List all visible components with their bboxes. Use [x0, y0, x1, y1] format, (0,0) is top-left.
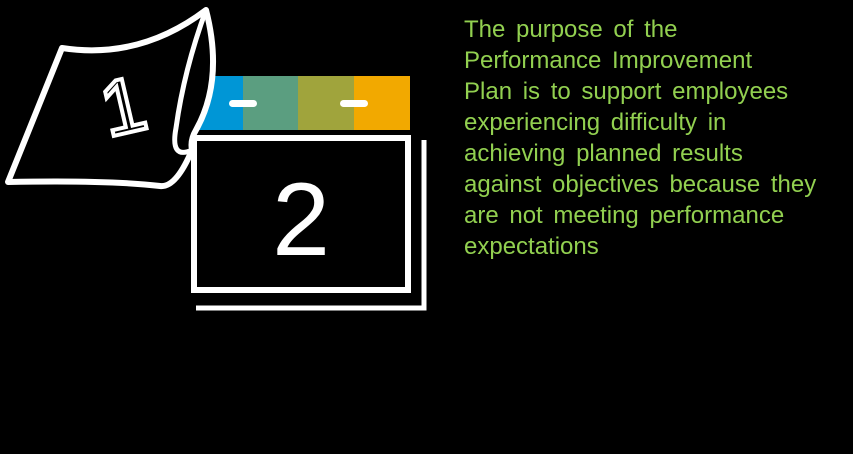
calendar-back-page-icon	[196, 140, 427, 311]
paragraph-line: against objectives because they	[464, 171, 817, 198]
purpose-paragraph: The purpose of the Performance Improveme…	[464, 14, 849, 262]
flipping-page-icon	[5, 7, 217, 190]
calendar-number: 2	[272, 162, 330, 278]
paragraph-line: expectations	[464, 233, 599, 260]
calendar-front-page	[191, 135, 411, 293]
paragraph-line: are not meeting performance	[464, 202, 785, 229]
calendar-ring-right	[340, 100, 368, 107]
paragraph-line: achieving planned results	[464, 140, 743, 167]
paragraph-line: experiencing difficulty in	[464, 109, 727, 136]
paragraph-line: Plan is to support employees	[464, 78, 789, 105]
paragraph-line: Performance Improvement	[464, 47, 753, 74]
calendar-ring-left	[229, 100, 257, 107]
paragraph-line: The purpose of the	[464, 16, 678, 43]
page-curl-icon	[172, 7, 209, 155]
calendar-icon: 2 1	[5, 7, 427, 311]
